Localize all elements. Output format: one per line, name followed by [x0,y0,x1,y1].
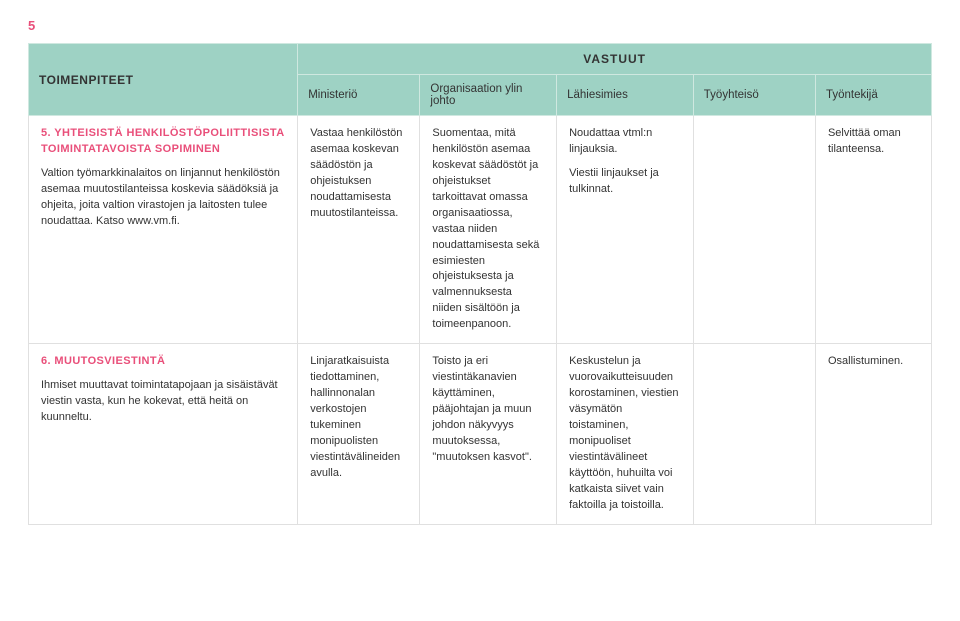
responsibility-table: TOIMENPITEET VASTUUT Ministeriö Organisa… [28,43,932,525]
row-title: 5. YHTEISISTÄ HENKILÖSTÖPOLIITTISISTA TO… [41,126,285,158]
cell-tyoyhteiso [693,116,815,344]
cell-org-johto: Suomentaa, mitä henkilöstön asemaa koske… [420,116,557,344]
table-row: 5. YHTEISISTÄ HENKILÖSTÖPOLIITTISISTA TO… [29,116,932,344]
cell-ministerio: Vastaa henkilöstön asemaa koskevan säädö… [298,116,420,344]
cell-org-johto: Toisto ja eri viestintäkanavien käyttämi… [420,344,557,524]
header-actions: TOIMENPITEET [29,44,298,116]
col-lahiesimies: Lähiesimies [557,75,694,116]
row-title: 6. MUUTOSVIESTINTÄ [41,354,285,370]
table-row: 6. MUUTOSVIESTINTÄ Ihmiset muuttavat toi… [29,344,932,524]
row-left: 6. MUUTOSVIESTINTÄ Ihmiset muuttavat toi… [29,344,298,524]
row-desc: Valtion työmarkkinalaitos on linjannut h… [41,166,285,230]
cell-tyontekija: Selvittää oman tilanteensa. [815,116,931,344]
col-ministerio: Ministeriö [298,75,420,116]
row-left: 5. YHTEISISTÄ HENKILÖSTÖPOLIITTISISTA TO… [29,116,298,344]
cell-text: Viestii linjaukset ja tulkinnat. [569,166,681,198]
cell-lahiesimies: Keskustelun ja vuorovaikutteisuuden koro… [557,344,694,524]
cell-text: Keskustelun ja vuorovaikutteisuuden koro… [569,354,681,513]
row-desc: Ihmiset muuttavat toimintatapojaan ja si… [41,378,285,426]
header-responsibilities: VASTUUT [298,44,932,75]
col-org-johto: Organisaation ylin johto [420,75,557,116]
cell-tyontekija: Osallistuminen. [815,344,931,524]
cell-lahiesimies: Noudattaa vtml:n linjauksia. Viestii lin… [557,116,694,344]
col-tyontekija: Työntekijä [815,75,931,116]
page-number: 5 [28,18,932,33]
cell-ministerio: Linjaratkaisuista tiedottaminen, hallinn… [298,344,420,524]
cell-text: Noudattaa vtml:n linjauksia. [569,126,681,158]
cell-tyoyhteiso [693,344,815,524]
col-tyoyhteiso: Työyhteisö [693,75,815,116]
